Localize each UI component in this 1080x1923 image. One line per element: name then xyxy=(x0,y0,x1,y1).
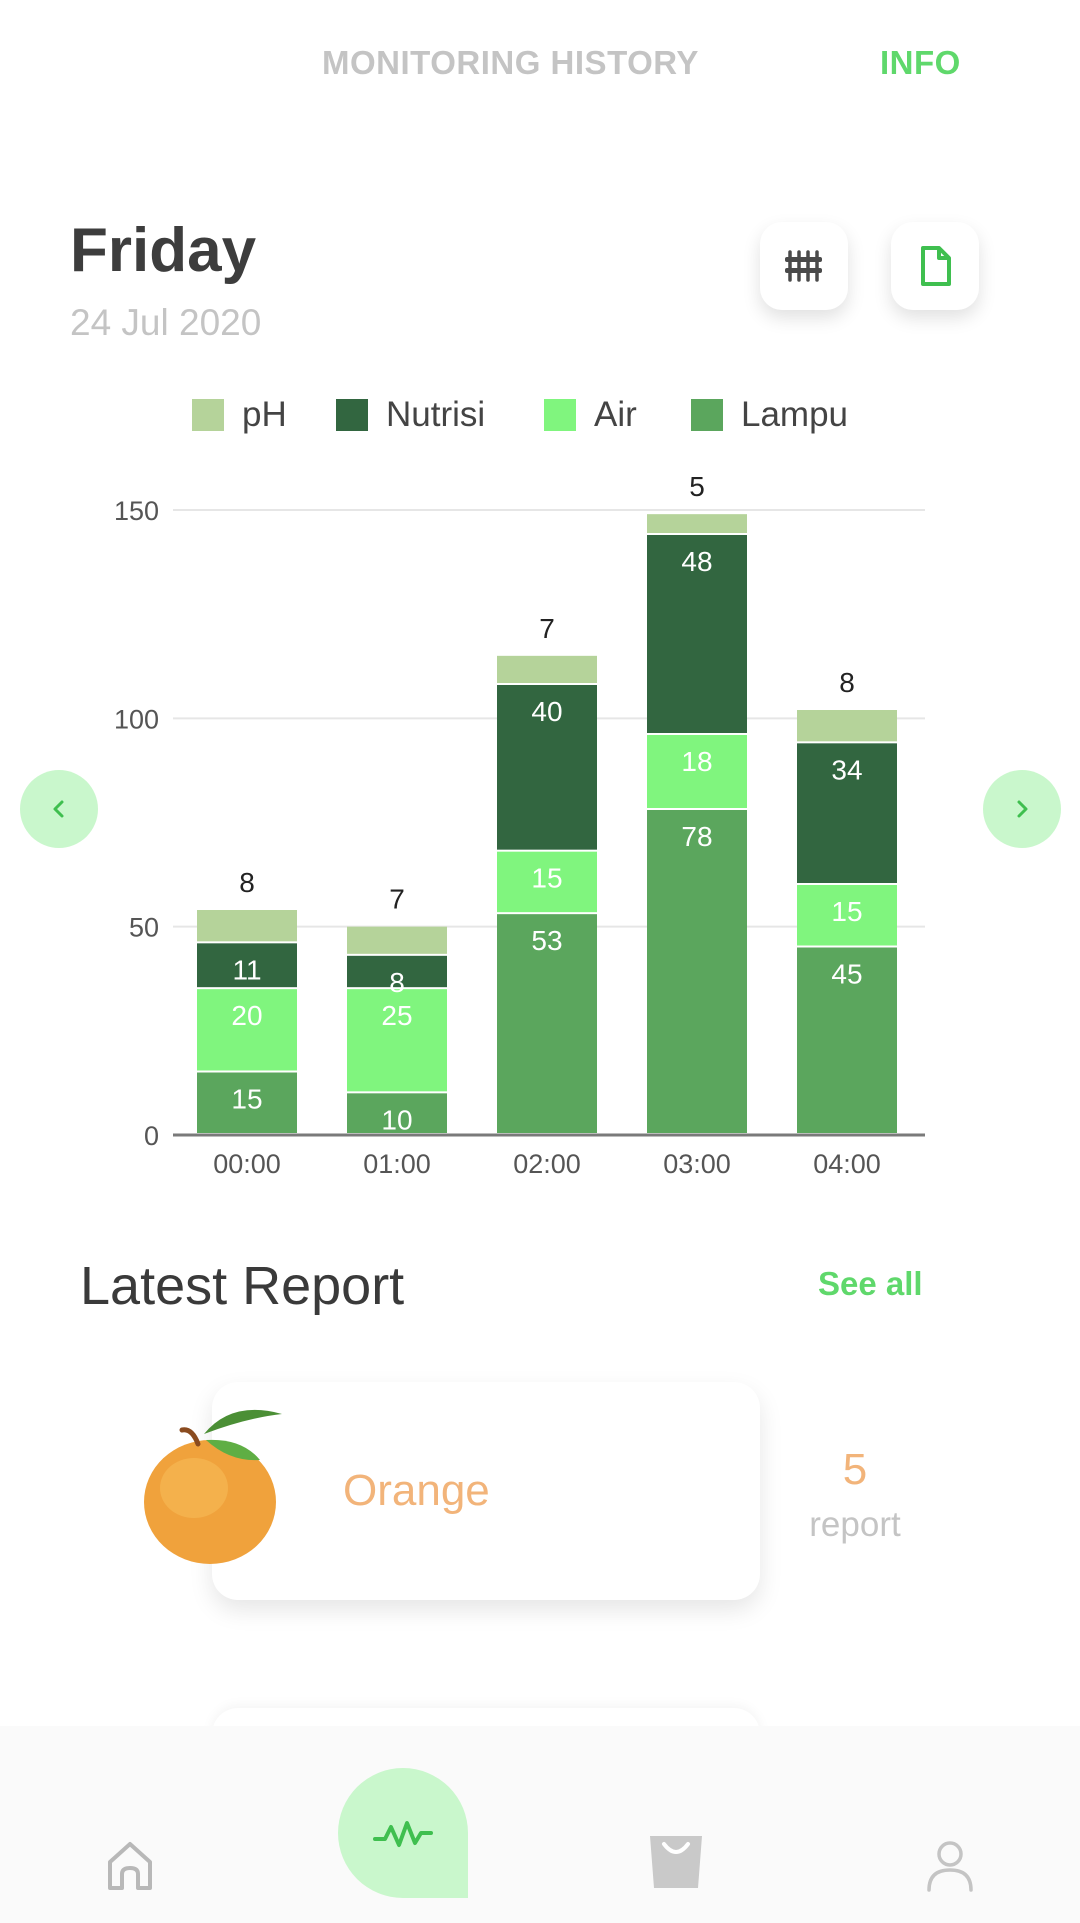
data-label: 40 xyxy=(531,696,562,727)
legend-swatch-ph xyxy=(192,399,224,431)
bar-segment-air xyxy=(797,885,897,946)
tab-monitoring-history[interactable]: MONITORING HISTORY xyxy=(322,44,699,81)
bar-segment-air xyxy=(497,851,597,913)
activity-icon xyxy=(373,1821,433,1847)
profile-icon xyxy=(927,1841,973,1892)
bar-segment-lampu xyxy=(197,1072,297,1133)
filter-button[interactable] xyxy=(760,222,848,310)
report-count-label: report xyxy=(809,1505,901,1544)
nav-profile[interactable] xyxy=(910,1826,990,1906)
previous-chart-button[interactable] xyxy=(20,770,98,848)
bar-segment-ph xyxy=(347,926,447,954)
legend-swatch-lampu xyxy=(691,399,723,431)
bar-segment-nutrisi xyxy=(197,943,297,988)
nav-home[interactable] xyxy=(90,1826,170,1906)
report-count: 5 xyxy=(842,1445,868,1494)
legend-item-nutrisi: Nutrisi xyxy=(336,393,485,437)
legend-swatch-air xyxy=(544,399,576,431)
shopping-bag-icon xyxy=(650,1836,702,1888)
bar-segment-ph xyxy=(797,710,897,742)
data-label: 8 xyxy=(389,967,405,998)
y-tick-label: 150 xyxy=(114,496,159,526)
tab-info[interactable]: INFO xyxy=(880,44,961,81)
data-label: 48 xyxy=(681,546,712,577)
latest-report-title: Latest Report xyxy=(80,1256,405,1316)
bar-segment-air xyxy=(647,735,747,808)
legend-label-lampu: Lampu xyxy=(741,395,849,434)
data-label: 45 xyxy=(831,959,862,990)
chevron-left-icon xyxy=(53,800,64,818)
home-icon xyxy=(108,1842,152,1890)
bar-segment-nutrisi xyxy=(347,955,447,988)
report-card-orange[interactable] xyxy=(212,1382,760,1600)
x-tick-label: 04:00 xyxy=(813,1149,881,1179)
bar-segment-nutrisi xyxy=(797,743,897,883)
bar-segment-lampu xyxy=(497,914,597,1133)
data-label: 78 xyxy=(681,821,712,852)
data-label-ph: 7 xyxy=(389,884,405,915)
y-tick-label: 0 xyxy=(144,1121,159,1151)
bar-segment-lampu xyxy=(797,947,897,1133)
legend-label-ph: pH xyxy=(242,395,287,434)
data-label: 11 xyxy=(232,954,261,985)
data-label-ph: 7 xyxy=(539,613,555,644)
legend-label-nutrisi: Nutrisi xyxy=(386,395,486,434)
bar-segment-air xyxy=(197,989,297,1071)
bar-segment-air xyxy=(347,989,447,1092)
day-title: Friday xyxy=(70,216,257,285)
nav-activity[interactable] xyxy=(338,1768,468,1898)
document-button[interactable] xyxy=(891,222,979,310)
bottom-navigation xyxy=(0,1726,1080,1923)
document-icon xyxy=(921,246,951,286)
data-label: 20 xyxy=(231,1000,262,1031)
nav-shop[interactable] xyxy=(636,1822,716,1902)
data-label: 34 xyxy=(831,754,862,785)
x-tick-label: 02:00 xyxy=(513,1149,581,1179)
legend-item-lampu: Lampu xyxy=(691,393,848,437)
data-label: 15 xyxy=(531,863,562,894)
data-label-ph: 5 xyxy=(689,471,705,502)
data-label: 15 xyxy=(831,896,862,927)
data-label: 53 xyxy=(531,925,562,956)
legend-swatch-nutrisi xyxy=(336,399,368,431)
bar-segment-nutrisi xyxy=(497,685,597,850)
data-label-ph: 8 xyxy=(839,667,855,698)
bar-segment-ph xyxy=(197,910,297,942)
x-tick-label: 00:00 xyxy=(213,1149,281,1179)
x-tick-label: 01:00 xyxy=(363,1149,431,1179)
bar-segment-lampu xyxy=(647,810,747,1133)
data-label: 15 xyxy=(231,1084,262,1115)
bar-segment-ph xyxy=(497,655,597,683)
report-item-name: Orange xyxy=(343,1466,490,1515)
data-label: 18 xyxy=(681,746,712,777)
top-tabs: MONITORING HISTORY INFO xyxy=(0,44,1080,94)
legend-item-air: Air xyxy=(544,393,637,437)
data-label-ph: 8 xyxy=(239,867,255,898)
legend-item-ph: pH xyxy=(192,393,287,437)
next-chart-button[interactable] xyxy=(983,770,1061,848)
stacked-bar-chart: 050100150152011800:0010258701:0053154070… xyxy=(114,471,925,1179)
see-all-link[interactable]: See all xyxy=(818,1265,923,1302)
sliders-icon xyxy=(785,250,822,282)
bar-segment-ph xyxy=(647,514,747,533)
data-label: 25 xyxy=(381,1000,412,1031)
bar-segment-nutrisi xyxy=(647,535,747,733)
legend-label-air: Air xyxy=(594,395,637,434)
date-subtitle: 24 Jul 2020 xyxy=(70,302,262,343)
x-tick-label: 03:00 xyxy=(663,1149,731,1179)
bar-segment-lampu xyxy=(347,1093,447,1133)
chevron-right-icon xyxy=(1017,800,1028,818)
data-label: 10 xyxy=(381,1104,412,1135)
y-tick-label: 100 xyxy=(114,704,159,734)
orange-fruit-icon xyxy=(144,1409,282,1564)
y-tick-label: 50 xyxy=(129,913,159,943)
chart-legend: pH Nutrisi Air Lampu xyxy=(0,393,1080,443)
